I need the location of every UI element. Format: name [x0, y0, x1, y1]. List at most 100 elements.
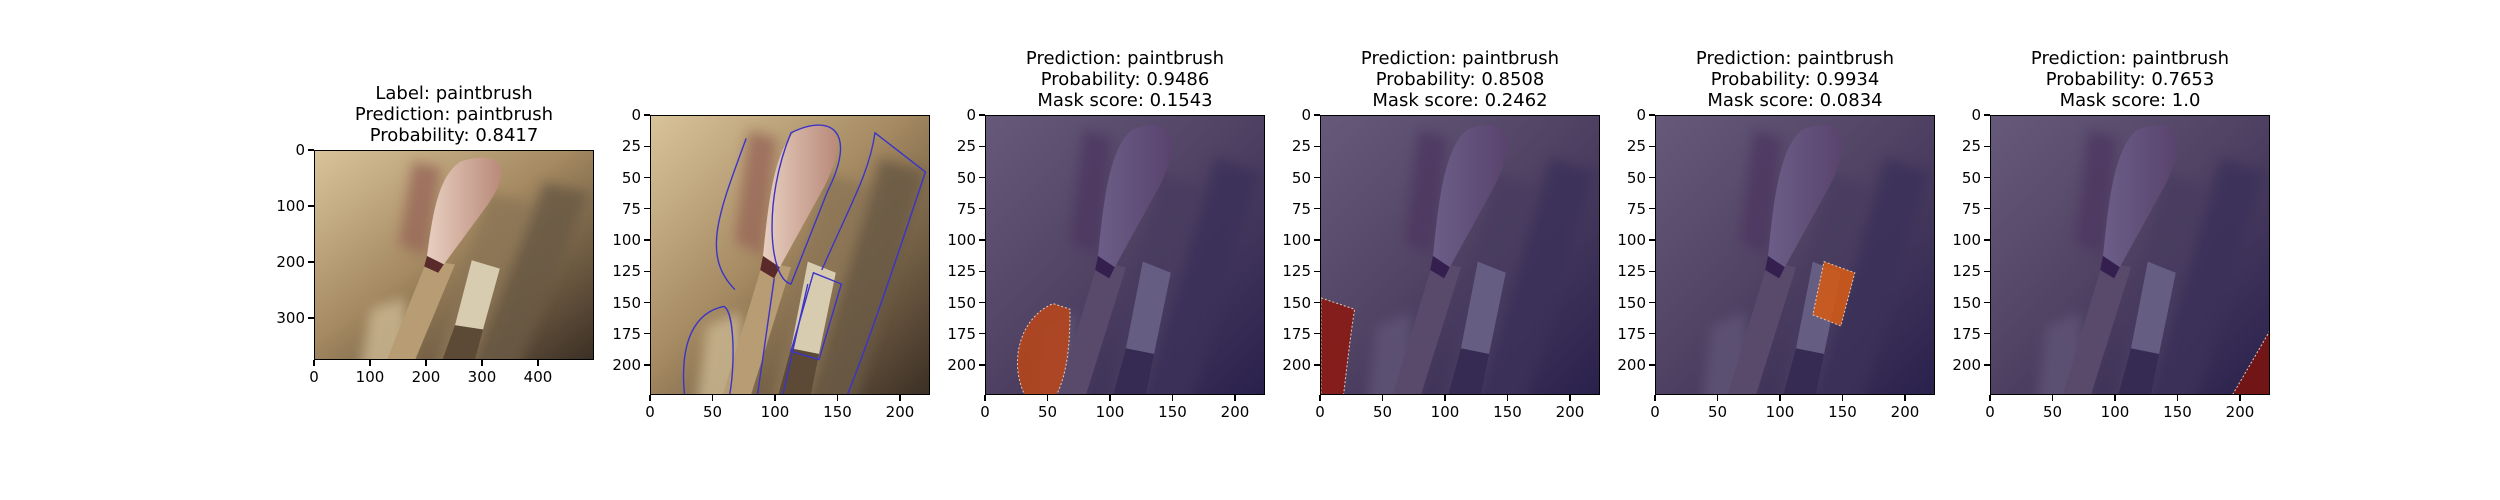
y-tick-label: 125 — [947, 262, 976, 281]
y-tick-label: 200 — [1952, 356, 1981, 374]
y-tick-mark — [1649, 114, 1655, 116]
image-frame — [1320, 115, 1600, 395]
panel-title-line: Prediction: paintbrush — [2030, 48, 2230, 69]
panel-title: Prediction: paintbrush Probability: 0.850… — [1320, 48, 1600, 111]
y-tick-mark — [644, 301, 650, 304]
x-tick-label: 0 — [309, 368, 319, 386]
x-tick-mark — [1109, 395, 1111, 401]
y-tick-mark — [1649, 176, 1655, 179]
mask-shade — [1991, 116, 2269, 394]
y-tick-mark — [1314, 176, 1320, 179]
y-tick-label: 100 — [276, 197, 305, 215]
x-tick-label: 150 — [1493, 403, 1522, 421]
x-tick-label: 100 — [1095, 403, 1125, 421]
y-tick-mark — [979, 333, 985, 335]
panel-title: Prediction: paintbrush Probability: 0.765… — [1990, 48, 2270, 111]
y-tick-mark — [979, 114, 985, 116]
y-tick-mark — [644, 270, 650, 272]
x-tick-label: 50 — [702, 403, 723, 421]
y-tick-label: 125 — [1952, 262, 1981, 281]
y-tick-mark — [308, 149, 314, 151]
y-tick-mark — [1314, 239, 1320, 241]
x-tick-label: 150 — [1828, 403, 1857, 421]
image-canvas — [315, 151, 593, 359]
y-tick-mark — [644, 364, 650, 366]
y-tick-label: 125 — [1617, 262, 1646, 281]
y-tick-label: 0 — [1301, 106, 1311, 124]
y-tick-mark — [1314, 333, 1320, 335]
y-tick-mark — [979, 270, 985, 272]
x-tick-label: 0 — [1650, 403, 1660, 421]
y-tick-label: 150 — [1617, 293, 1646, 312]
x-tick-label: 400 — [523, 368, 553, 386]
panel-title-line: Mask score: 1.0 — [2059, 90, 2201, 111]
x-tick-mark — [1506, 395, 1509, 401]
x-tick-label: 100 — [1765, 403, 1795, 421]
y-tick-label: 150 — [1282, 293, 1311, 312]
y-tick-label: 0 — [1636, 106, 1646, 124]
panel-title-line: Probability: 0.9934 — [1710, 69, 1880, 90]
x-tick-label: 50 — [2042, 403, 2063, 421]
y-tick-mark — [1649, 239, 1655, 241]
x-tick-label: 100 — [2100, 403, 2130, 421]
x-tick-label: 200 — [1220, 403, 1250, 421]
y-tick-label: 200 — [947, 356, 976, 374]
y-tick-mark — [1984, 208, 1990, 210]
y-tick-mark — [1984, 270, 1990, 272]
highlight-mask — [1017, 303, 1071, 394]
y-tick-mark — [979, 239, 985, 241]
panel-title-line: Prediction: paintbrush — [1360, 48, 1560, 69]
x-tick-mark — [1319, 395, 1321, 401]
figure-panel-5: Prediction: paintbrush Probability: 0.993… — [1617, 48, 1935, 421]
image-canvas — [1321, 116, 1599, 394]
x-tick-mark — [899, 395, 901, 401]
x-tick-label: 200 — [885, 403, 915, 421]
mask-shade — [1656, 116, 1934, 394]
image-canvas — [651, 116, 929, 394]
panel-title-line: Prediction: paintbrush — [354, 104, 554, 125]
y-tick-label: 100 — [1617, 231, 1646, 249]
y-tick-label: 100 — [1952, 231, 1981, 249]
x-tick-label: 200 — [411, 368, 441, 386]
highlight-mask — [1812, 260, 1856, 327]
y-tick-label: 25 — [956, 137, 976, 156]
y-tick-mark — [308, 261, 314, 263]
x-tick-mark — [774, 395, 776, 401]
y-tick-mark — [1984, 364, 1990, 366]
image-frame — [650, 115, 930, 395]
y-tick-label: 25 — [1291, 137, 1311, 156]
x-tick-label: 200 — [1555, 403, 1585, 421]
y-tick-mark — [1649, 145, 1655, 147]
y-tick-label: 200 — [1617, 356, 1646, 374]
image-frame — [314, 150, 594, 360]
x-tick-label: 0 — [645, 403, 655, 421]
panel-title-line: Mask score: 0.1543 — [1037, 90, 1213, 111]
y-tick-label: 50 — [1626, 168, 1646, 187]
y-tick-label: 125 — [612, 262, 641, 281]
panel-title-line: Prediction: paintbrush — [1695, 48, 1895, 69]
y-tick-mark — [1314, 301, 1320, 304]
y-tick-mark — [1649, 364, 1655, 366]
y-tick-label: 175 — [612, 324, 641, 343]
y-tick-label: 300 — [276, 309, 305, 327]
y-tick-label: 25 — [1961, 137, 1981, 156]
y-tick-mark — [1984, 114, 1990, 116]
y-tick-mark — [979, 145, 985, 147]
y-tick-label: 150 — [947, 293, 976, 312]
panel-title-line: Mask score: 0.0834 — [1707, 90, 1883, 111]
x-tick-mark — [369, 360, 371, 366]
y-tick-label: 125 — [1282, 262, 1311, 281]
panel-title-line: Prediction: paintbrush — [1025, 48, 1225, 69]
x-tick-label: 100 — [760, 403, 790, 421]
y-tick-mark — [1984, 239, 1990, 241]
y-tick-mark — [1314, 270, 1320, 272]
x-tick-mark — [836, 395, 839, 401]
figure-panel-2: 0 50 100 150 200 0 25 50 75 100 125 150 175 200 — [612, 106, 930, 421]
y-tick-mark — [1984, 333, 1990, 335]
y-tick-label: 100 — [612, 231, 641, 249]
y-tick-label: 100 — [1282, 231, 1311, 249]
y-tick-mark — [308, 205, 314, 207]
x-tick-mark — [1444, 395, 1446, 401]
y-tick-mark — [979, 364, 985, 366]
y-tick-label: 175 — [1617, 324, 1646, 343]
